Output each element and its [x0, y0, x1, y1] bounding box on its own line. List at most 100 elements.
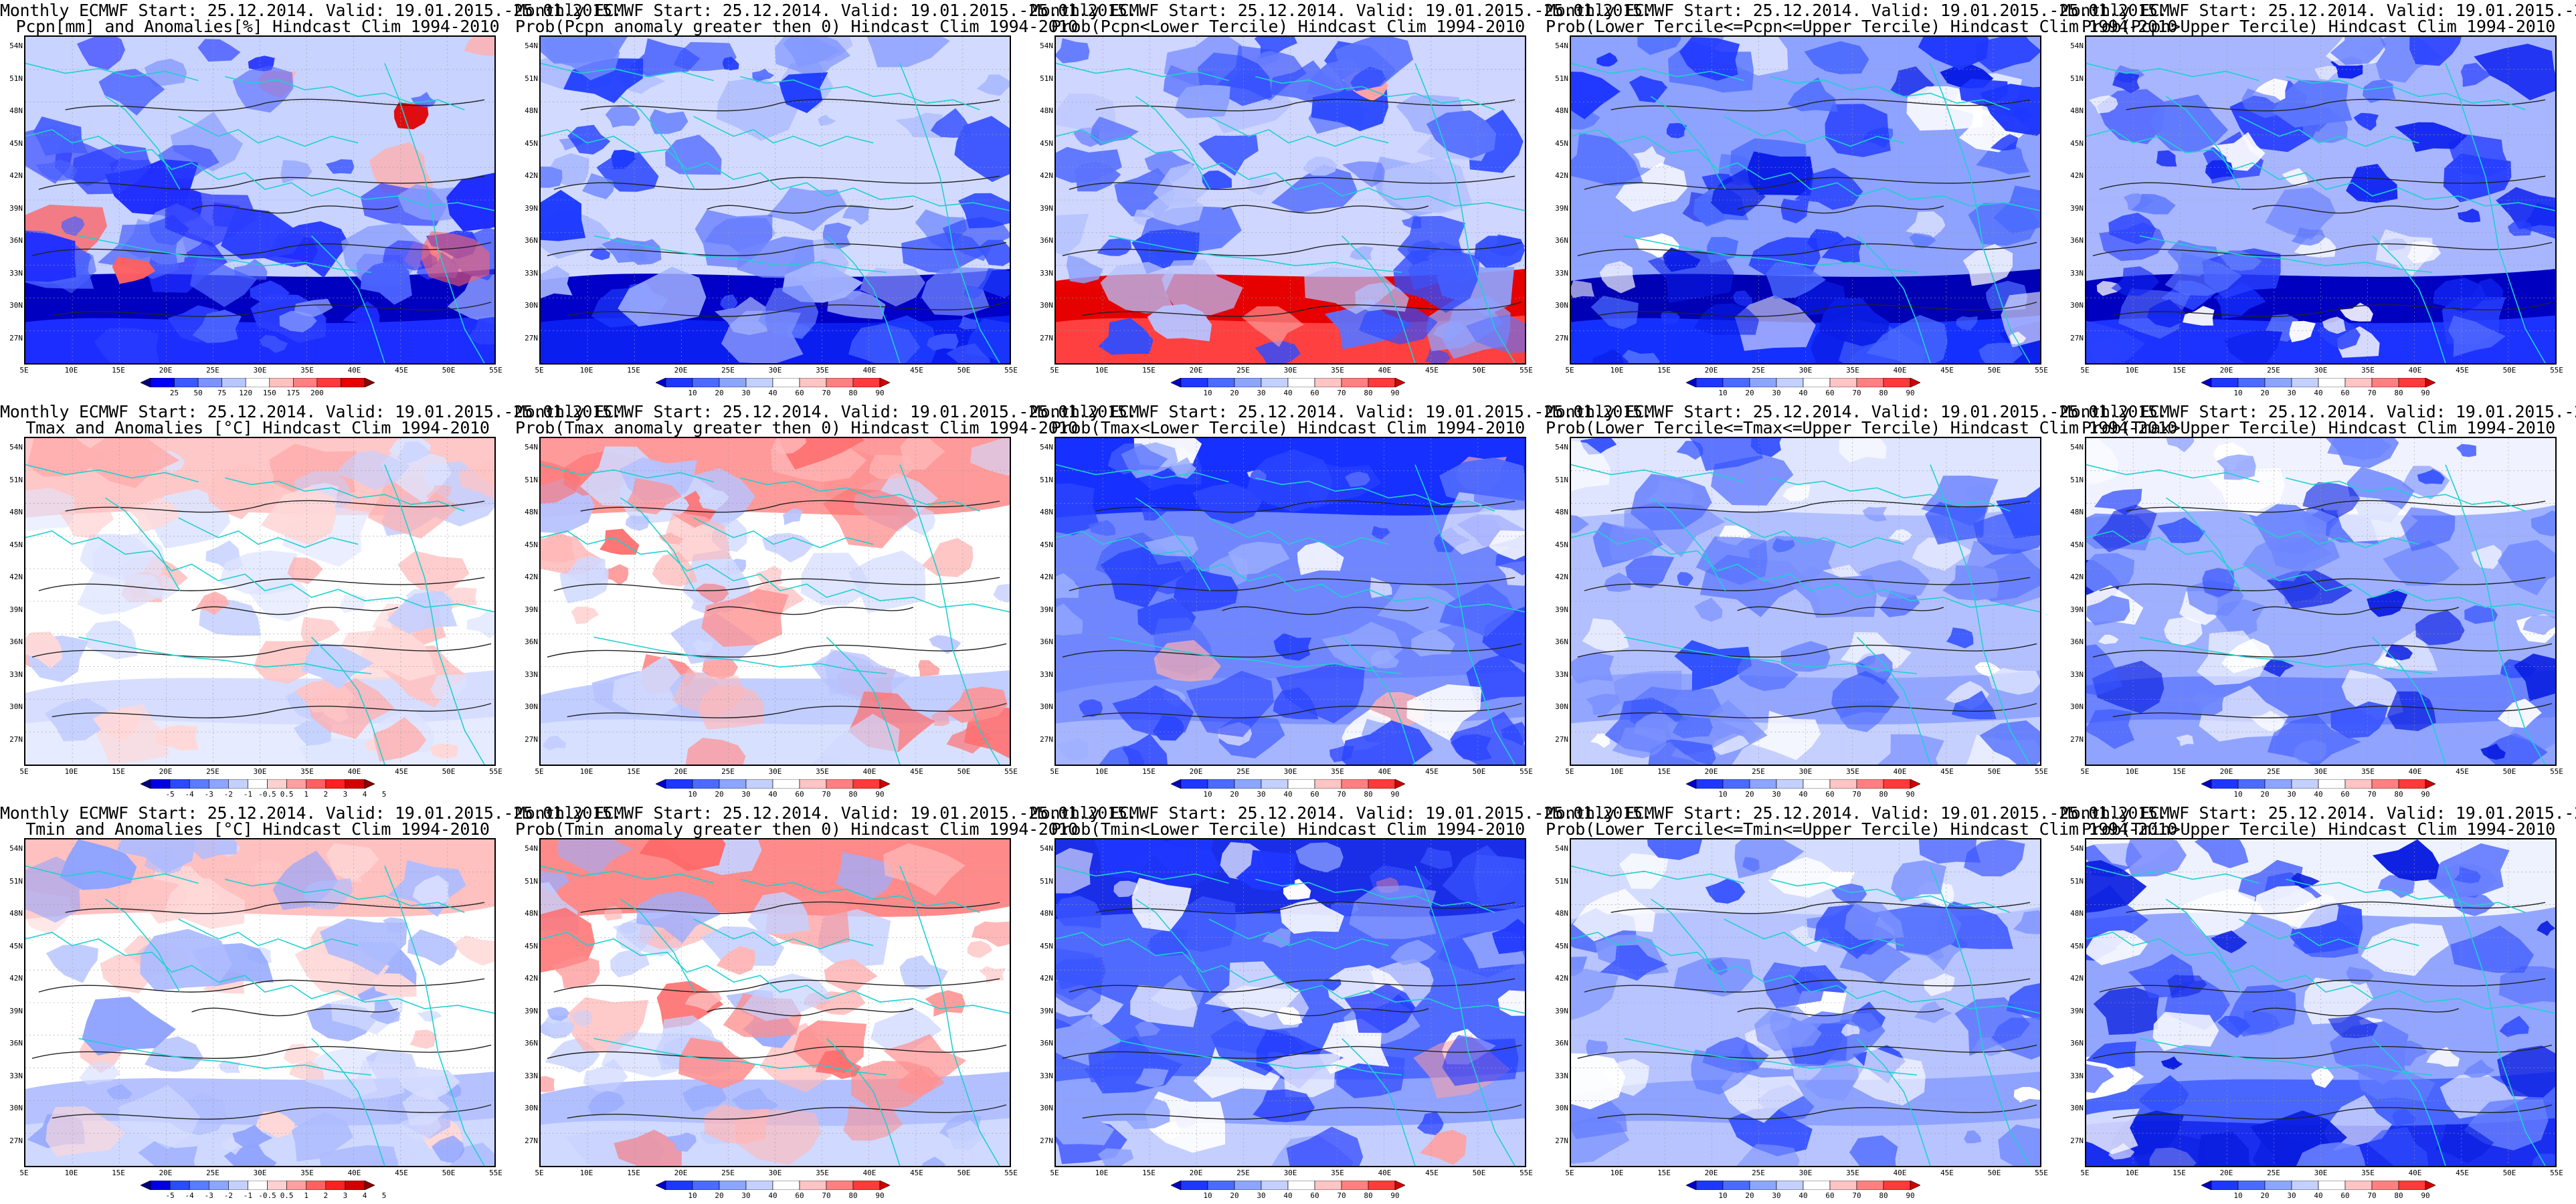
longitude-label: 30E	[2314, 1169, 2328, 1177]
latitude-label: 42N	[525, 573, 538, 581]
colorbar-label: 25	[169, 389, 179, 397]
map-area	[2085, 35, 2557, 365]
latitude-label: 30N	[9, 702, 23, 711]
colorbar-swatch	[1803, 378, 1831, 387]
colorbar-swatch	[2344, 779, 2373, 789]
colorbar-label: 60	[795, 389, 804, 397]
longitude-label: 15E	[1657, 767, 1671, 776]
latitude-label: 27N	[9, 333, 23, 342]
colorbar-swatch	[2211, 378, 2239, 387]
longitude-label: 40E	[862, 767, 877, 776]
latitude-label: 42N	[9, 171, 23, 180]
latitude-label: 45N	[1040, 941, 1053, 950]
panel-title: Prob(Pcpn anomaly greater then 0) Hindca…	[515, 17, 1078, 36]
colorbar-swatch	[772, 378, 800, 387]
longitude-label: 5E	[19, 366, 29, 375]
latitude-label: 39N	[2070, 203, 2084, 213]
colorbar-swatch	[345, 779, 365, 789]
longitude-label: 30E	[768, 767, 782, 776]
longitude-label: 20E	[1189, 1169, 1203, 1177]
colorbar-label: 30	[741, 389, 751, 397]
colorbar-label: 20	[715, 1191, 724, 1200]
longitude-label: 5E	[2080, 767, 2090, 776]
colorbar-label: 3	[343, 1191, 348, 1200]
colorbar-label: 30	[1772, 790, 1781, 799]
latitude-label: 54N	[9, 41, 23, 50]
colorbar-swatch	[208, 1181, 229, 1190]
longitude-label: 55E	[1520, 767, 1533, 776]
colorbar-label: 60	[2340, 389, 2350, 397]
colorbar-swatch	[1776, 1181, 1804, 1190]
colorbar	[656, 378, 890, 387]
latitude-label: 54N	[2070, 443, 2084, 452]
longitude-label: 40E	[1378, 1169, 1392, 1177]
longitude-label: 25E	[721, 366, 735, 375]
latitude-label: 39N	[1555, 1006, 1568, 1015]
panel-title: Prob(Lower Tercile<=Tmax<=Upper Tercile)…	[1546, 418, 2178, 437]
colorbar-swatch	[1722, 1181, 1750, 1190]
latitude-label: 36N	[2070, 637, 2084, 646]
colorbar-swatch	[306, 1181, 327, 1190]
longitude-label: 55E	[489, 767, 502, 776]
latitude-label: 51N	[1555, 475, 1568, 484]
colorbar	[141, 378, 375, 387]
longitude-label: 35E	[1331, 1169, 1344, 1177]
panel-title: Prob(Lower Tercile<=Tmin<=Upper Tercile)…	[1546, 819, 2178, 839]
colorbar-swatch	[799, 378, 827, 387]
colorbar-label: 90	[1390, 1191, 1400, 1200]
latitude-label: 39N	[2070, 1006, 2084, 1015]
longitude-label: 20E	[159, 767, 173, 776]
map-area	[1054, 437, 1526, 766]
latitude-label: 27N	[1040, 1136, 1053, 1145]
colorbar-swatch	[1341, 378, 1369, 387]
longitude-label: 45E	[395, 1169, 408, 1177]
latitude-label: 27N	[1040, 734, 1053, 744]
colorbar-label: -3	[204, 790, 213, 799]
latitude-label: 51N	[525, 475, 538, 484]
longitude-label: 15E	[2173, 1169, 2186, 1177]
colorbar-swatch	[1695, 779, 1724, 789]
longitude-label: 15E	[627, 767, 640, 776]
latitude-label: 42N	[1555, 974, 1568, 983]
colorbar-swatch	[1287, 378, 1315, 387]
latitude-label: 54N	[525, 443, 538, 452]
latitude-label: 48N	[1040, 909, 1053, 918]
colorbar-label: 60	[795, 1191, 804, 1200]
latitude-label: 27N	[1040, 333, 1053, 342]
colorbar-label: -4	[185, 1191, 194, 1200]
longitude-label: 40E	[347, 767, 361, 776]
longitude-label: 40E	[347, 366, 361, 375]
colorbar-swatch	[1180, 378, 1208, 387]
panel-header: Monthly ECMWF Start: 25.12.2014. Valid: …	[2061, 402, 2576, 421]
latitude-label: 33N	[9, 268, 23, 278]
colorbar-label: 40	[768, 389, 777, 397]
map-area	[1570, 838, 2041, 1167]
shaded-field	[541, 839, 1010, 1166]
colorbar-swatch	[1749, 1181, 1777, 1190]
colorbar-label: 70	[822, 1191, 831, 1200]
longitude-label: 50E	[1472, 767, 1486, 776]
colorbar-label: 90	[2421, 790, 2430, 799]
latitude-label: 39N	[525, 1006, 538, 1015]
colorbar-label: 60	[2340, 1191, 2350, 1200]
longitude-label: 5E	[1050, 366, 1059, 375]
latitude-label: 54N	[1555, 443, 1568, 452]
longitude-label: 15E	[112, 1169, 125, 1177]
colorbar-label: 3	[343, 790, 348, 799]
latitude-label: 48N	[1040, 508, 1053, 516]
longitude-label: 50E	[1472, 1169, 1486, 1177]
colorbar-label: 80	[848, 1191, 858, 1200]
latitude-label: 27N	[2070, 1136, 2084, 1145]
longitude-label: 45E	[910, 1169, 923, 1177]
longitude-label: 45E	[910, 767, 923, 776]
longitude-label: 10E	[579, 1169, 593, 1177]
colorbar-swatch	[2371, 1181, 2399, 1190]
latitude-label: 36N	[9, 1039, 23, 1047]
longitude-label: 20E	[674, 366, 688, 375]
colorbar-swatch	[692, 779, 720, 789]
longitude-label: 5E	[1565, 1169, 1574, 1177]
colorbar-label: 40	[2314, 1191, 2323, 1200]
longitude-label: 25E	[721, 1169, 735, 1177]
latitude-label: 48N	[2070, 909, 2084, 918]
colorbar-swatch	[2318, 779, 2346, 789]
